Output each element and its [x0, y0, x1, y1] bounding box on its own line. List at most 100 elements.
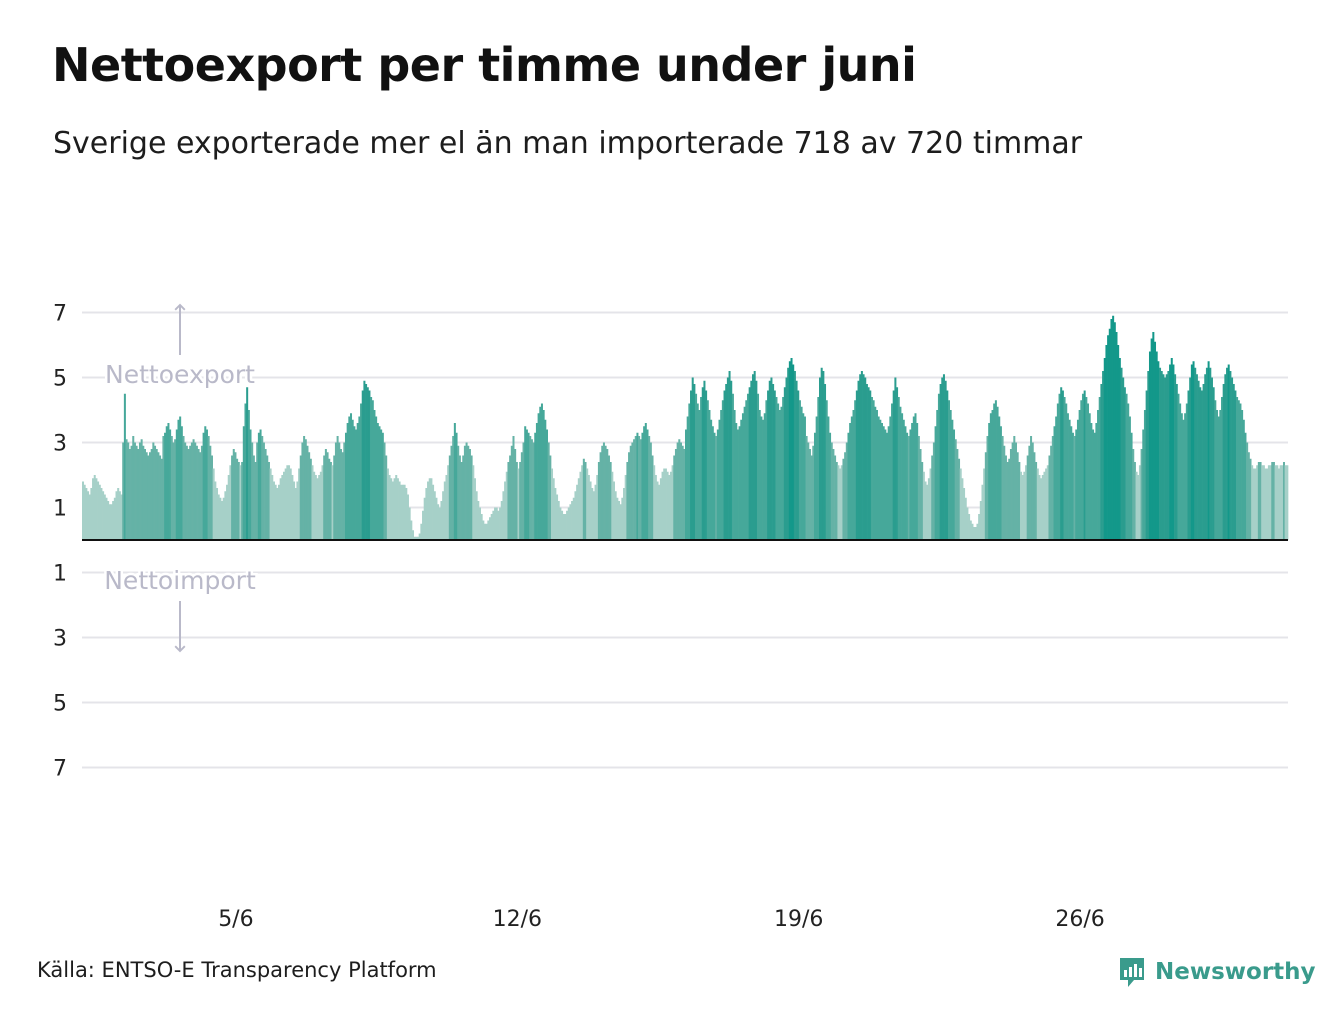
bar-hour — [1197, 380, 1200, 540]
bar-hour — [1081, 393, 1084, 540]
bar-hour — [1237, 400, 1240, 540]
bar-hour — [358, 416, 361, 540]
bar-hour — [673, 455, 676, 540]
bar-hour — [958, 458, 961, 540]
bar-hour — [803, 416, 806, 540]
bar-hour — [172, 442, 175, 540]
bar-hour — [517, 468, 520, 540]
bar-hour — [708, 410, 711, 540]
bar-hour — [978, 514, 981, 540]
y-tick-label: 7 — [53, 302, 67, 327]
bar-hour — [911, 423, 914, 540]
bar-hour — [599, 452, 602, 540]
bar-hour — [1222, 384, 1225, 540]
bar-hour — [1107, 335, 1110, 540]
bar-hour — [968, 514, 971, 540]
bar-hour — [351, 419, 354, 540]
bar-hour — [514, 449, 517, 540]
bar-hour — [524, 426, 527, 540]
bar-hour — [1083, 390, 1086, 540]
bar-hour — [1264, 468, 1267, 540]
bar-hour — [929, 468, 932, 540]
bar-hour — [949, 410, 952, 540]
bar-hour — [360, 403, 363, 540]
bar-hour — [937, 393, 940, 540]
bar-hour — [314, 475, 317, 540]
bar-hour — [510, 445, 513, 540]
bar-hour — [544, 419, 547, 540]
bar-hour — [718, 419, 721, 540]
bar-hour — [1028, 445, 1031, 540]
bar-hour — [805, 436, 808, 540]
bar-hour — [388, 475, 391, 540]
bar-hour — [405, 488, 408, 540]
bar-hour — [663, 468, 666, 540]
bar-hour — [1200, 390, 1203, 540]
bar-hour — [936, 410, 939, 540]
bar-hour — [1254, 468, 1257, 540]
bar-hour — [216, 488, 219, 540]
bar-hour — [857, 380, 860, 540]
bar-hour — [355, 429, 358, 540]
bar-hour — [365, 384, 368, 540]
bar-hour — [1035, 462, 1038, 540]
bar-hour — [609, 462, 612, 540]
bar-hour — [87, 491, 90, 540]
bar-hour — [1259, 462, 1262, 540]
bar-hour — [344, 432, 347, 540]
bar-hour — [1231, 377, 1234, 540]
bar-hour — [1179, 403, 1182, 540]
bar-hour — [403, 484, 406, 540]
bar-hour — [1279, 465, 1282, 540]
bar-hour — [976, 523, 979, 540]
bar-hour — [1097, 410, 1100, 540]
bar-hour — [1165, 374, 1168, 540]
bar-hour — [1210, 377, 1213, 540]
bar-hour — [157, 452, 160, 540]
bar-hour — [470, 455, 473, 540]
bar-hour — [942, 374, 945, 540]
bar-hour — [778, 410, 781, 540]
bar-hour — [462, 455, 465, 540]
bar-hour — [366, 387, 369, 540]
bar-hour — [827, 416, 830, 540]
bar-hour — [557, 501, 560, 540]
bar-hour — [870, 397, 873, 540]
bar-hour — [669, 471, 672, 540]
bar-hour — [102, 491, 105, 540]
bar-hour — [519, 462, 522, 540]
bar-hour — [1232, 384, 1235, 540]
bar-hour — [246, 387, 249, 540]
bar-hour — [902, 419, 905, 540]
bar-hour — [1088, 413, 1091, 540]
bar-hour — [534, 432, 537, 540]
bar-hour — [629, 445, 632, 540]
bar-hour — [112, 501, 115, 540]
bar-hour — [1025, 465, 1028, 540]
bar-hour — [628, 452, 631, 540]
bar-hour — [681, 445, 684, 540]
bar-hour — [125, 439, 128, 540]
bar-hour — [266, 455, 269, 540]
bar-hour — [381, 432, 384, 540]
bar-hour — [691, 377, 694, 540]
bar-hour — [453, 423, 456, 540]
bar-hour — [326, 452, 329, 540]
bar-hour — [237, 462, 240, 540]
bar-hour — [432, 484, 435, 540]
bar-hour — [768, 380, 771, 540]
bar-hour — [520, 452, 523, 540]
bar-hour — [571, 501, 574, 540]
bar-hour — [393, 478, 396, 540]
bar-hour — [1065, 403, 1068, 540]
bar-hour — [343, 442, 346, 540]
bar-hour — [224, 491, 227, 540]
bar-hour — [872, 400, 875, 540]
bar-hour — [1276, 465, 1279, 540]
bar-hour — [1246, 442, 1249, 540]
bar-hour — [1267, 465, 1270, 540]
bar-hour — [780, 406, 783, 540]
bar-hour — [1060, 387, 1063, 540]
bar-hour — [842, 458, 845, 540]
bar-hour — [475, 491, 478, 540]
